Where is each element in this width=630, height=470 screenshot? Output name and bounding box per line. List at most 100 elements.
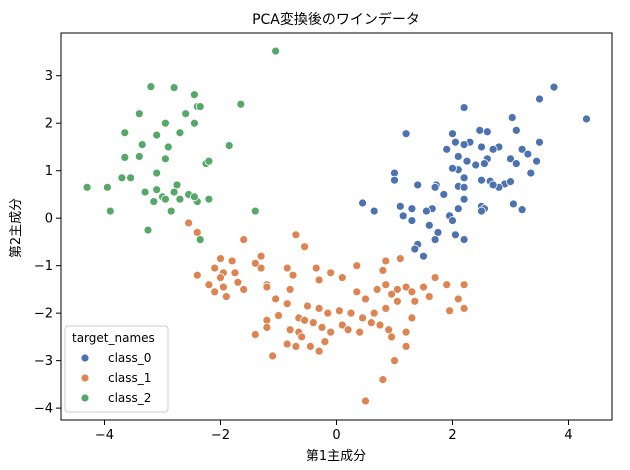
data-point-class_1 xyxy=(381,280,391,290)
data-point-class_1 xyxy=(300,242,310,252)
data-point-class_1 xyxy=(459,304,469,313)
data-point-class_0 xyxy=(430,182,440,192)
data-point-class_0 xyxy=(410,244,420,254)
data-point-class_0 xyxy=(532,156,541,166)
data-point-class_0 xyxy=(448,216,457,225)
data-point-class_1 xyxy=(395,254,405,263)
data-point-class_0 xyxy=(549,82,559,92)
data-point-class_0 xyxy=(511,125,521,135)
data-point-class_2 xyxy=(134,152,144,161)
data-point-class_0 xyxy=(509,199,518,209)
data-point-class_1 xyxy=(291,230,301,240)
data-point-class_2 xyxy=(250,206,260,216)
data-point-class_1 xyxy=(250,330,260,339)
data-point-class_1 xyxy=(346,308,356,318)
data-point-class_2 xyxy=(195,102,205,112)
y-tick-label: −1 xyxy=(34,259,53,274)
legend-items: class_0 class_1 class_2 xyxy=(80,351,151,405)
data-point-class_1 xyxy=(314,275,324,285)
data-point-class_1 xyxy=(216,254,225,263)
data-point-class_0 xyxy=(517,144,527,154)
data-point-class_0 xyxy=(459,140,469,149)
data-point-class_1 xyxy=(352,287,362,297)
data-point-class_0 xyxy=(506,177,515,187)
data-point-class_1 xyxy=(375,320,385,330)
data-point-class_0 xyxy=(517,205,527,215)
data-point-class_0 xyxy=(407,216,417,225)
data-point-class_1 xyxy=(288,270,298,280)
data-point-class_2 xyxy=(126,173,136,183)
data-point-class_2 xyxy=(271,46,281,56)
data-point-class_0 xyxy=(462,156,472,166)
data-point-class_0 xyxy=(488,144,498,154)
data-point-class_1 xyxy=(343,325,353,335)
chart-title: PCA変換後のワインデータ xyxy=(252,11,420,28)
y-tick-label: 3 xyxy=(45,69,53,84)
data-point-class_1 xyxy=(372,285,382,294)
y-tick-label: −2 xyxy=(34,307,53,322)
x-tick-label: 2 xyxy=(448,428,456,443)
data-point-class_1 xyxy=(392,296,402,306)
data-point-class_1 xyxy=(459,280,469,290)
data-point-class_2 xyxy=(152,168,162,178)
data-point-class_1 xyxy=(210,263,220,273)
data-point-class_1 xyxy=(216,273,225,282)
data-point-class_1 xyxy=(320,337,330,347)
data-point-class_1 xyxy=(407,287,417,297)
data-point-class_2 xyxy=(105,206,115,216)
data-point-class_1 xyxy=(291,341,301,351)
data-point-class_1 xyxy=(387,289,397,299)
data-point-class_2 xyxy=(236,99,246,109)
data-point-class_1 xyxy=(453,294,463,304)
data-point-class_0 xyxy=(419,251,428,261)
data-point-class_0 xyxy=(511,159,521,168)
data-point-class_1 xyxy=(378,266,388,275)
data-point-class_0 xyxy=(582,114,591,124)
x-tick-label: 4 xyxy=(564,428,572,443)
data-point-class_0 xyxy=(459,173,469,183)
data-point-class_1 xyxy=(305,341,315,351)
data-point-class_1 xyxy=(401,327,411,337)
data-point-class_0 xyxy=(401,129,411,139)
data-point-class_0 xyxy=(507,113,517,122)
data-point-class_2 xyxy=(152,185,162,195)
data-point-class_1 xyxy=(334,306,344,316)
data-point-class_2 xyxy=(103,182,112,192)
legend-marker-class_2 xyxy=(80,393,90,403)
y-tick-label: −3 xyxy=(34,354,53,369)
data-point-class_1 xyxy=(326,327,336,337)
data-point-class_0 xyxy=(390,175,399,185)
data-point-class_0 xyxy=(459,103,469,112)
data-point-class_1 xyxy=(378,375,388,385)
data-point-class_0 xyxy=(439,190,449,199)
data-point-class_1 xyxy=(326,268,336,278)
data-point-class_2 xyxy=(146,82,156,92)
data-point-class_1 xyxy=(445,306,455,316)
data-point-class_1 xyxy=(323,308,333,318)
data-point-class_1 xyxy=(392,285,402,294)
data-point-class_1 xyxy=(262,282,272,292)
legend-title: target_names xyxy=(72,331,155,345)
data-point-class_1 xyxy=(361,294,370,304)
data-point-class_0 xyxy=(475,125,485,135)
data-point-class_2 xyxy=(189,192,199,202)
data-point-class_0 xyxy=(407,204,417,214)
data-point-class_0 xyxy=(459,235,469,244)
data-point-class_1 xyxy=(366,318,376,328)
data-point-class_2 xyxy=(134,109,144,119)
data-point-class_2 xyxy=(204,194,214,204)
data-point-class_0 xyxy=(448,129,457,139)
data-point-class_2 xyxy=(120,128,130,138)
data-point-class_1 xyxy=(311,263,321,273)
data-point-class_2 xyxy=(175,194,185,204)
data-point-class_1 xyxy=(184,218,194,228)
data-point-class_1 xyxy=(314,304,324,313)
data-point-class_1 xyxy=(268,351,278,361)
data-point-class_1 xyxy=(369,308,379,318)
data-point-class_1 xyxy=(410,296,420,306)
data-point-class_1 xyxy=(401,341,411,351)
data-point-class_1 xyxy=(227,256,237,266)
x-tick-label: −4 xyxy=(95,428,114,443)
data-point-class_0 xyxy=(358,198,368,208)
x-tick-label: 0 xyxy=(332,428,340,443)
